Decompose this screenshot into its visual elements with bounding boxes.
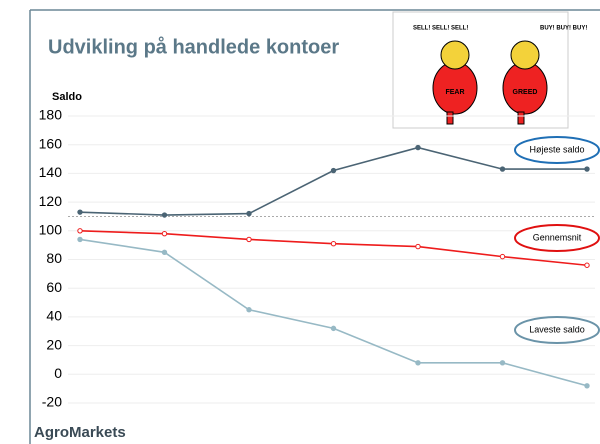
data-point [162, 231, 166, 235]
slide: Udvikling på handlede kontoer Saldo Agro… [0, 0, 600, 444]
data-point [78, 237, 82, 241]
data-point [162, 250, 166, 254]
cartoon-head [441, 41, 469, 69]
data-point [585, 384, 589, 388]
cartoon: SELL! SELL! SELL! BUY! BUY! BUY! FEAR GR… [393, 12, 587, 128]
y-tick-label: 100 [39, 222, 63, 238]
y-tick-label: 0 [54, 365, 62, 381]
y-tick-label: 80 [46, 250, 62, 266]
chart-title: Udvikling på handlede kontoer [48, 35, 339, 58]
y-tick-label: 20 [46, 336, 62, 352]
legend-label: Højeste saldo [529, 144, 584, 154]
footer-logo: AgroMarkets [34, 424, 126, 441]
y-axis-label: Saldo [52, 91, 82, 103]
cartoon-leg [518, 112, 524, 124]
data-point [416, 145, 420, 149]
legend-label: Gennemsnit [533, 232, 582, 242]
data-point [500, 167, 504, 171]
data-point [331, 326, 335, 330]
data-point [500, 361, 504, 365]
cartoon-text: SELL! SELL! SELL! [413, 26, 468, 32]
cartoon-text: FEAR [445, 89, 464, 96]
data-point [247, 237, 251, 241]
data-point [247, 308, 251, 312]
data-point [247, 211, 251, 215]
data-point [416, 244, 420, 248]
y-tick-label: -20 [42, 394, 62, 410]
cartoon-text: GREED [513, 89, 538, 96]
data-point [416, 361, 420, 365]
data-point [585, 167, 589, 171]
y-tick-label: 40 [46, 308, 62, 324]
data-point [331, 168, 335, 172]
cartoon-text: BUY! BUY! BUY! [540, 26, 587, 32]
y-tick-label: 120 [39, 193, 63, 209]
y-tick-label: 180 [39, 107, 63, 123]
cartoon-head [511, 41, 539, 69]
series-line [80, 239, 587, 385]
y-tick-label: 140 [39, 164, 63, 180]
y-tick-label: 160 [39, 135, 63, 151]
legend-label: Laveste saldo [529, 324, 585, 334]
data-point [500, 254, 504, 258]
y-tick-label: 60 [46, 279, 62, 295]
plot: -20 0 20 40 60 80 100 120 140 160 180 Højeste saldo… [39, 107, 599, 410]
data-point [78, 210, 82, 214]
cartoon-leg [447, 112, 453, 124]
series-line [80, 148, 587, 215]
data-point [331, 242, 335, 246]
data-point [585, 263, 589, 267]
data-point [162, 213, 166, 217]
series-line [80, 231, 587, 265]
data-point [78, 229, 82, 233]
